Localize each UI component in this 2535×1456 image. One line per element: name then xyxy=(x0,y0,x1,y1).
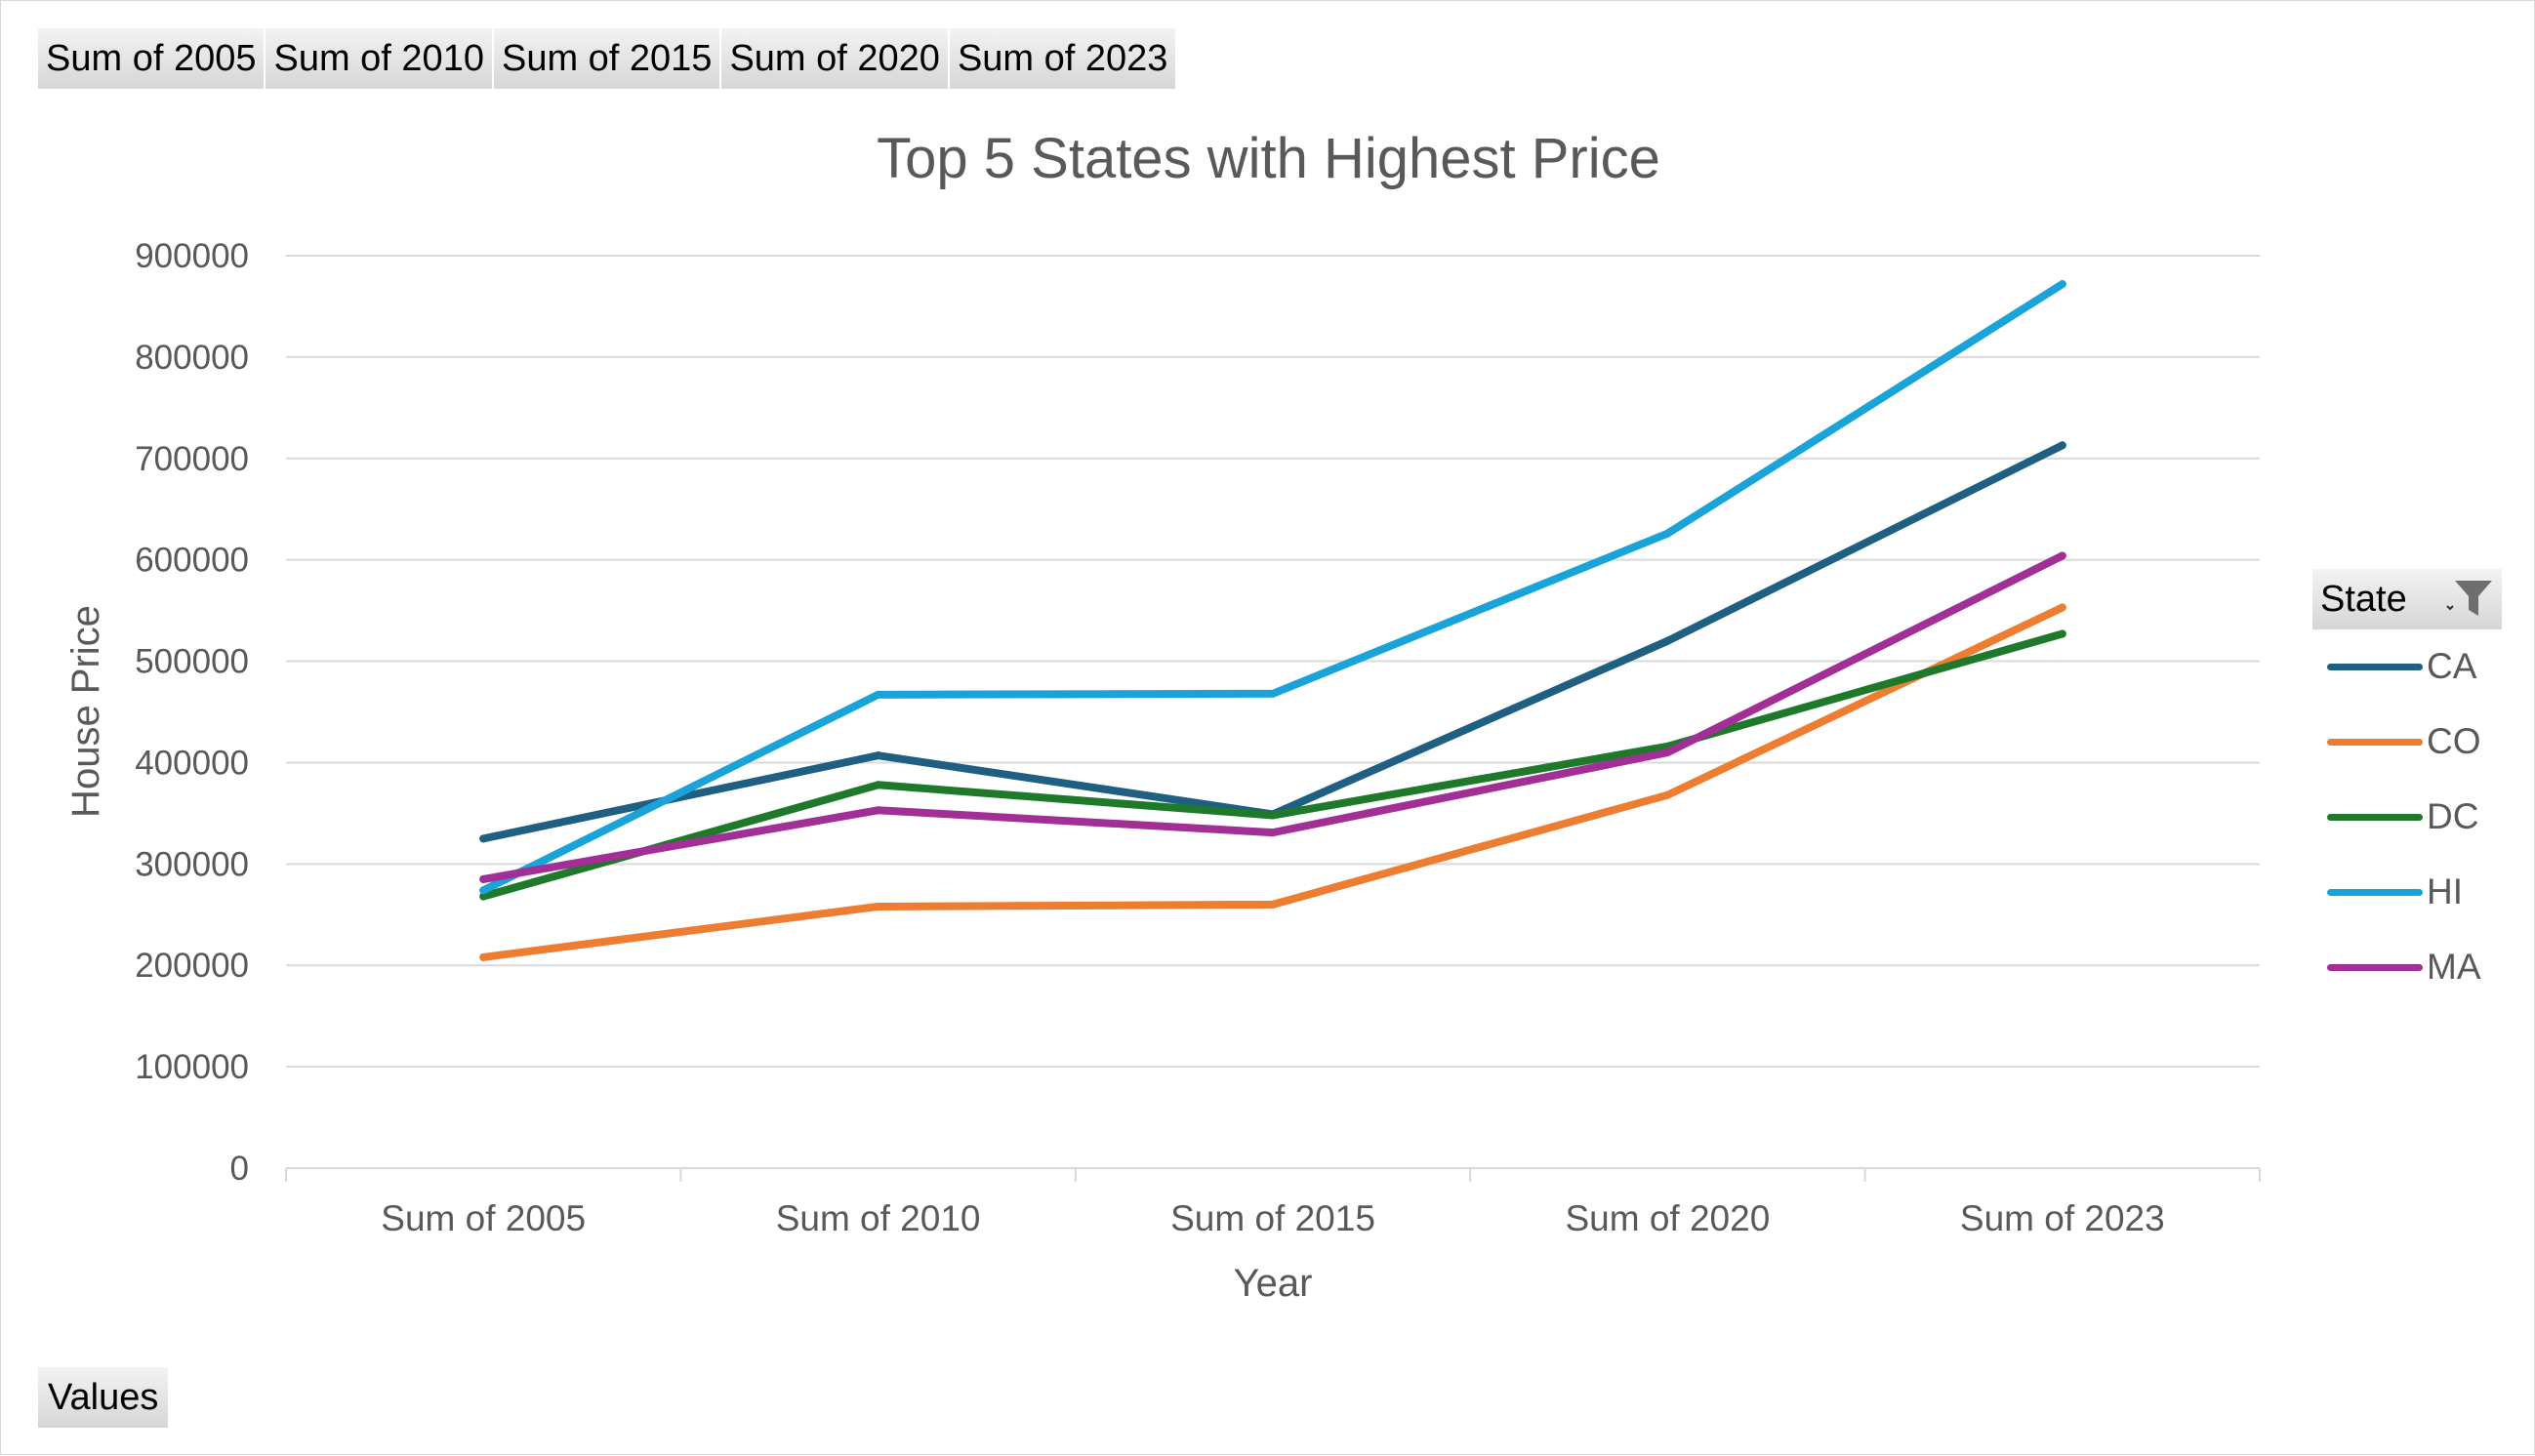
y-tick-label: 100000 xyxy=(135,1048,249,1086)
legend-label: CA xyxy=(2427,646,2477,686)
y-tick-label: 700000 xyxy=(135,440,249,478)
y-tick-label: 500000 xyxy=(135,643,249,681)
data-point-ca xyxy=(874,751,882,760)
x-axis-title: Year xyxy=(1234,1262,1313,1305)
data-point-ca xyxy=(1663,636,1672,645)
legend-state-filter-button[interactable]: State xyxy=(2312,569,2502,629)
data-point-co xyxy=(2058,603,2066,612)
field-button-2023[interactable]: Sum of 2023 xyxy=(949,28,1178,89)
legend-label: CO xyxy=(2427,721,2481,761)
y-tick-label: 300000 xyxy=(135,845,249,883)
legend-swatch xyxy=(2327,889,2423,896)
field-button-2010[interactable]: Sum of 2010 xyxy=(266,28,494,89)
legend-swatch xyxy=(2327,739,2423,746)
y-tick-label: 900000 xyxy=(135,237,249,275)
x-tick-label: Sum of 2023 xyxy=(1960,1198,2165,1238)
field-button-2005[interactable]: Sum of 2005 xyxy=(38,28,266,89)
legend-swatch xyxy=(2327,664,2423,670)
legend-swatch xyxy=(2327,814,2423,821)
data-point-dc xyxy=(2058,629,2066,638)
x-tick-label: Sum of 2020 xyxy=(1565,1198,1770,1238)
data-point-ma xyxy=(1269,829,1277,837)
data-point-hi xyxy=(2058,280,2066,289)
data-point-dc xyxy=(479,892,488,901)
data-point-ca xyxy=(479,834,488,843)
x-tick-label: Sum of 2005 xyxy=(381,1198,586,1238)
data-point-co xyxy=(1663,790,1672,799)
series-line-ca xyxy=(479,441,2066,843)
legend-swatch xyxy=(2327,964,2423,971)
data-point-ma xyxy=(479,874,488,883)
chart-title: Top 5 States with Highest Price xyxy=(877,127,1660,190)
field-button-2015[interactable]: Sum of 2015 xyxy=(493,28,722,89)
legend-label: DC xyxy=(2427,796,2479,836)
y-tick-label: 0 xyxy=(230,1150,249,1188)
data-point-dc xyxy=(874,781,882,789)
data-point-hi xyxy=(479,886,488,895)
filter-icon[interactable] xyxy=(2433,577,2496,622)
legend-label: MA xyxy=(2427,947,2481,987)
field-buttons: Sum of 2005 Sum of 2010 Sum of 2015 Sum … xyxy=(38,28,1178,89)
data-point-co xyxy=(874,902,882,910)
data-point-co xyxy=(1269,900,1277,909)
x-tick-label: Sum of 2015 xyxy=(1170,1198,1375,1238)
values-field-button[interactable]: Values xyxy=(38,1367,169,1428)
y-tick-label: 800000 xyxy=(135,339,249,377)
data-point-hi xyxy=(1663,529,1672,538)
data-point-hi xyxy=(874,690,882,699)
data-point-ma xyxy=(2058,551,2066,560)
data-point-ma xyxy=(1663,748,1672,757)
series-line-hi xyxy=(479,280,2066,895)
data-point-ma xyxy=(874,806,882,815)
y-tick-label: 600000 xyxy=(135,542,249,580)
y-axis-title: House Price xyxy=(64,605,107,818)
data-point-hi xyxy=(1269,689,1277,698)
legend-label: HI xyxy=(2427,871,2463,911)
data-point-co xyxy=(479,952,488,961)
y-tick-label: 400000 xyxy=(135,744,249,782)
field-button-2020[interactable]: Sum of 2020 xyxy=(721,28,950,89)
x-tick-label: Sum of 2010 xyxy=(776,1198,981,1238)
data-point-dc xyxy=(1269,811,1277,820)
legend-title: State xyxy=(2320,579,2407,620)
y-tick-label: 200000 xyxy=(135,947,249,985)
data-point-ca xyxy=(2058,441,2066,450)
